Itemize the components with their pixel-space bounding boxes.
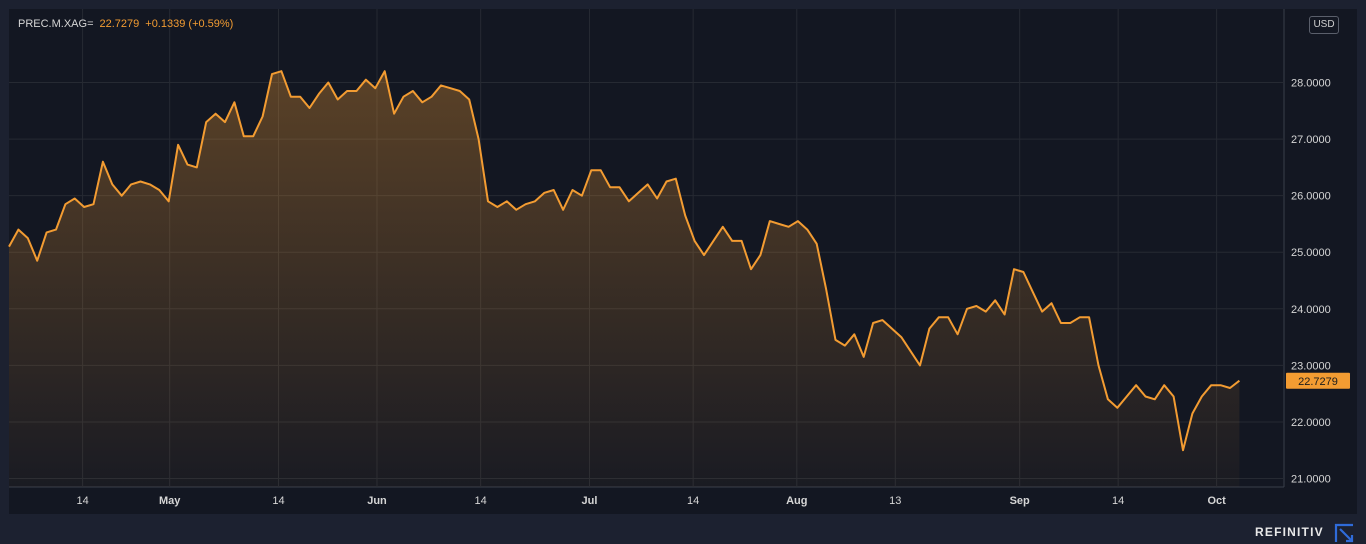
x-tick-label: 13 xyxy=(889,495,901,507)
legend: PREC.M.XAG= 22.7279 +0.1339 (+0.59%) xyxy=(18,18,233,30)
brand-logo-text: REFINITIV xyxy=(1255,525,1324,539)
x-tick-label: 14 xyxy=(475,495,487,507)
x-tick-label: Aug xyxy=(786,495,807,507)
y-tick-label: 23.0000 xyxy=(1291,360,1331,372)
instrument-symbol: PREC.M.XAG= xyxy=(18,18,94,30)
currency-button[interactable]: USD xyxy=(1309,16,1339,34)
y-tick-label: 24.0000 xyxy=(1291,304,1331,316)
price-change: +0.1339 xyxy=(145,18,186,30)
y-tick-label: 21.0000 xyxy=(1291,474,1331,486)
x-tick-label: May xyxy=(159,495,181,507)
y-tick-label: 25.0000 xyxy=(1291,247,1331,259)
price-line xyxy=(8,70,1241,452)
last-price-label: 22.7279 xyxy=(1298,376,1338,388)
x-tick-label: 14 xyxy=(687,495,699,507)
y-tick-label: 22.0000 xyxy=(1291,417,1331,429)
x-tick-label: Jul xyxy=(582,495,598,507)
y-tick-label: 27.0000 xyxy=(1291,134,1331,146)
x-tick-label: Jun xyxy=(367,495,387,507)
price-area xyxy=(9,71,1240,487)
time-axis-labels: 14 May 14 Jun 14 Jul 14 Aug 13 Sep 14 Oct xyxy=(76,495,1226,507)
x-tick-label: 14 xyxy=(1112,495,1124,507)
time-axis-background xyxy=(9,487,1357,514)
last-price-marker: 22.7279 xyxy=(1286,372,1350,389)
y-tick-label: 26.0000 xyxy=(1291,191,1331,203)
refinitiv-logo-icon xyxy=(1334,523,1354,543)
x-tick-label: 14 xyxy=(76,495,88,507)
price-change-percent: (+0.59%) xyxy=(188,18,234,30)
price-axis-background xyxy=(1284,9,1357,487)
last-price-label-bg xyxy=(1286,372,1350,389)
x-tick-label: 14 xyxy=(272,495,284,507)
y-tick-label: 28.0000 xyxy=(1291,78,1331,90)
area-fill xyxy=(9,71,1240,487)
x-tick-label: Sep xyxy=(1010,495,1030,507)
x-tick-label: Oct xyxy=(1207,495,1226,507)
price-axis-labels: 21.0000 22.0000 23.0000 24.0000 25.0000 26.00… xyxy=(1291,78,1331,486)
price-line-layer xyxy=(8,70,1241,452)
last-price: 22.7279 xyxy=(99,18,140,30)
